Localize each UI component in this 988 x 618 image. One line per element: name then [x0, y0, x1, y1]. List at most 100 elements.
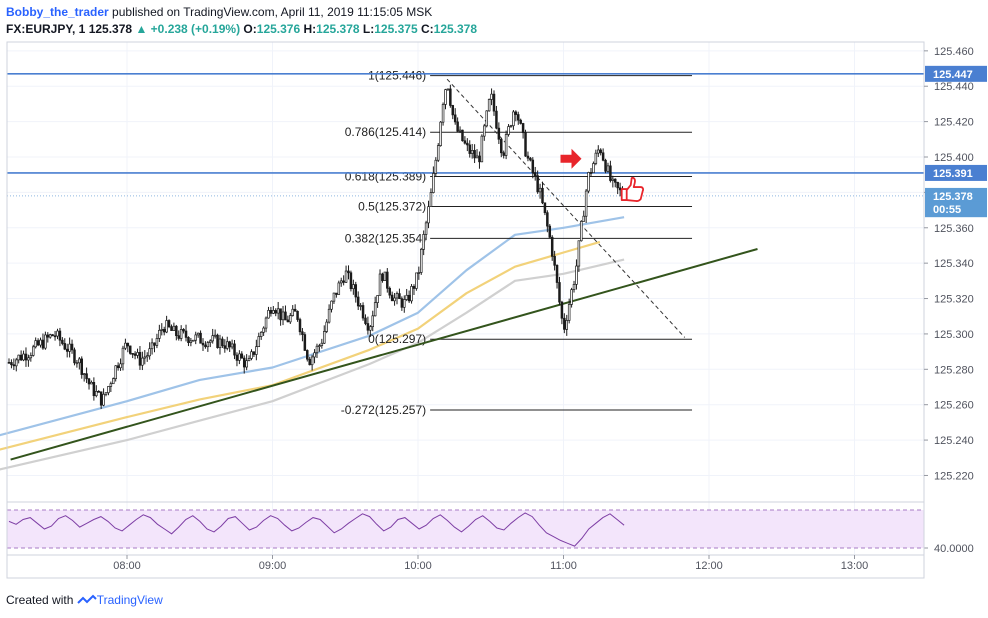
candle-body: [301, 331, 304, 335]
fib-level-label: 0.786(125.414): [345, 125, 426, 139]
low-label: L:: [362, 22, 375, 36]
candle-body: [546, 212, 549, 227]
candle-body: [201, 342, 205, 346]
candle-body: [7, 361, 11, 364]
candle-body: [504, 134, 508, 156]
x-tick-label: 13:00: [841, 560, 869, 572]
candle-body: [604, 159, 607, 172]
symbol-name: FX:EURJPY, 1: [6, 22, 86, 36]
rsi-line: [8, 512, 625, 547]
y-tick-label: 125.440: [934, 81, 974, 93]
candle-body: [228, 341, 231, 348]
candle-body: [73, 349, 76, 364]
author-name[interactable]: Bobby_the_trader: [6, 5, 109, 19]
fib-level-label: 0.618(125.389): [345, 169, 426, 183]
candle-body: [463, 140, 467, 144]
price-label-text: 125.447: [933, 69, 973, 81]
candle-body: [318, 345, 321, 347]
candle-body: [580, 221, 583, 242]
candle-body: [182, 329, 185, 332]
footer: Created with TradingView: [6, 593, 163, 607]
candle-body: [390, 294, 394, 302]
y-tick-label: 125.280: [934, 364, 974, 376]
candle-body: [262, 327, 265, 333]
candle-body: [116, 365, 120, 369]
candle-body: [119, 363, 122, 369]
y-tick-label: 125.240: [934, 435, 974, 447]
candle-body: [68, 343, 71, 352]
candle-body: [422, 234, 425, 250]
candle-body: [369, 326, 372, 331]
candle-body: [393, 297, 396, 302]
candle-body: [240, 353, 244, 359]
candle-body: [356, 296, 360, 307]
candle-body: [145, 355, 149, 358]
candle-body: [143, 356, 147, 359]
close-value: 125.378: [433, 22, 478, 36]
candle-body: [242, 357, 246, 368]
candle-body: [82, 373, 86, 376]
candle-body: [24, 353, 28, 361]
candle-body: [344, 270, 348, 283]
drawn-lines[interactable]: [7, 73, 924, 461]
candle-body: [577, 240, 581, 267]
high-value: 125.378: [316, 22, 360, 36]
candle-body: [158, 329, 161, 339]
candle-body: [388, 287, 391, 296]
candle-body: [567, 304, 571, 321]
candle-body: [383, 271, 387, 281]
candle-body: [453, 114, 457, 123]
candle-body: [298, 319, 302, 333]
candle-body: [335, 292, 338, 295]
candle-body: [429, 192, 433, 207]
candle-body: [570, 289, 573, 305]
tradingview-brand[interactable]: TradingView: [96, 593, 163, 607]
candle-body: [439, 121, 442, 146]
candle-body: [133, 353, 137, 356]
candle-body: [531, 159, 535, 173]
candle-body: [386, 271, 389, 289]
candle-body: [70, 343, 74, 351]
x-tick-label: 09:00: [259, 560, 287, 572]
candle-body: [323, 331, 326, 344]
candle-body: [509, 125, 513, 128]
candle-body: [587, 172, 590, 192]
candle-body: [456, 121, 459, 132]
candle-body: [12, 364, 16, 367]
price-label-text: 125.378: [933, 191, 973, 203]
candle-body: [461, 129, 464, 142]
candle-body: [102, 393, 105, 406]
candle-body: [124, 342, 127, 349]
x-tick-label: 10:00: [404, 560, 432, 572]
candle-body: [584, 190, 588, 217]
symbol-legend: FX:EURJPY, 1 125.378 ▲ +0.238 (+0.19%) O…: [6, 22, 477, 36]
price-label-text: 00:55: [933, 204, 961, 216]
y-tick-label: 125.400: [934, 152, 974, 164]
fibonacci-retracement[interactable]: 1(125.446) 0.786(125.414) 0.618(125.389) 0.…: [341, 69, 693, 417]
candle-body: [179, 329, 183, 339]
candle-body: [330, 300, 333, 310]
candle-body: [141, 357, 144, 366]
price-label-box: [925, 201, 987, 218]
last-price: 125.378: [88, 22, 133, 36]
candle-body: [611, 178, 615, 181]
thumbs-up-icon: [620, 176, 644, 202]
candle-body: [269, 310, 273, 314]
candle-body: [129, 345, 132, 354]
candle-body: [502, 152, 505, 156]
candle-body: [204, 344, 207, 348]
candle-body: [226, 341, 229, 349]
red-arrow-shape: [560, 148, 582, 169]
candle-body: [221, 338, 224, 347]
open-label: O:: [243, 22, 257, 36]
candle-body: [507, 126, 510, 135]
candle-body: [325, 321, 328, 332]
candle-body: [48, 334, 52, 338]
candle-body: [90, 382, 93, 385]
candle-body: [516, 114, 520, 121]
candle-body: [65, 348, 69, 352]
candle-body: [218, 338, 222, 349]
publication-line: Bobby_the_trader published on TradingVie…: [6, 5, 432, 19]
candle-body: [230, 343, 234, 348]
